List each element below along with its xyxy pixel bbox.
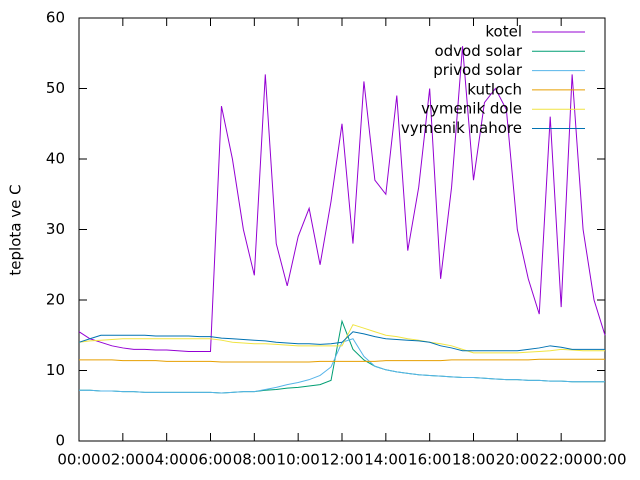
y-tick-label: 0 bbox=[55, 432, 65, 450]
y-tick-label: 20 bbox=[46, 291, 65, 309]
series-line bbox=[79, 319, 605, 394]
x-tick-label: 08:00 bbox=[233, 451, 276, 469]
series-line bbox=[78, 331, 605, 352]
legend-label: kotel bbox=[485, 23, 522, 41]
x-tick-label: 10:00 bbox=[277, 451, 320, 469]
series-line bbox=[78, 46, 606, 352]
y-tick-label: 30 bbox=[46, 220, 65, 238]
x-tick-label: 16:00 bbox=[408, 451, 451, 469]
x-tick-label: 02:00 bbox=[101, 451, 144, 469]
x-tick-label: 12:00 bbox=[320, 451, 363, 469]
legend-label: kutloch bbox=[467, 80, 522, 98]
x-tick-label: 14:00 bbox=[364, 451, 407, 469]
x-tick-label: 18:00 bbox=[452, 451, 495, 469]
legend-label: vymenik nahore bbox=[401, 119, 522, 137]
y-tick-label: 10 bbox=[46, 361, 65, 379]
y-tick-label: 50 bbox=[46, 79, 65, 97]
y-tick-label: 40 bbox=[46, 150, 65, 168]
x-tick-label: 20:00 bbox=[496, 451, 539, 469]
legend-label: vymenik dole bbox=[421, 100, 522, 118]
series-line bbox=[79, 358, 605, 363]
series-line bbox=[79, 338, 605, 394]
plot-frame bbox=[78, 17, 606, 442]
legend-label: odvod solar bbox=[434, 42, 522, 60]
y-axis-label: teplota ve C bbox=[7, 184, 25, 275]
x-tick-label: 00:00 bbox=[583, 451, 626, 469]
x-tick-label: 00:00 bbox=[57, 451, 100, 469]
series-line bbox=[78, 324, 605, 354]
x-tick-label: 06:00 bbox=[189, 451, 232, 469]
x-tick-label: 04:00 bbox=[145, 451, 188, 469]
legend-label: privod solar bbox=[433, 61, 523, 79]
x-tick-label: 22:00 bbox=[540, 451, 583, 469]
y-tick-label: 60 bbox=[46, 9, 65, 27]
